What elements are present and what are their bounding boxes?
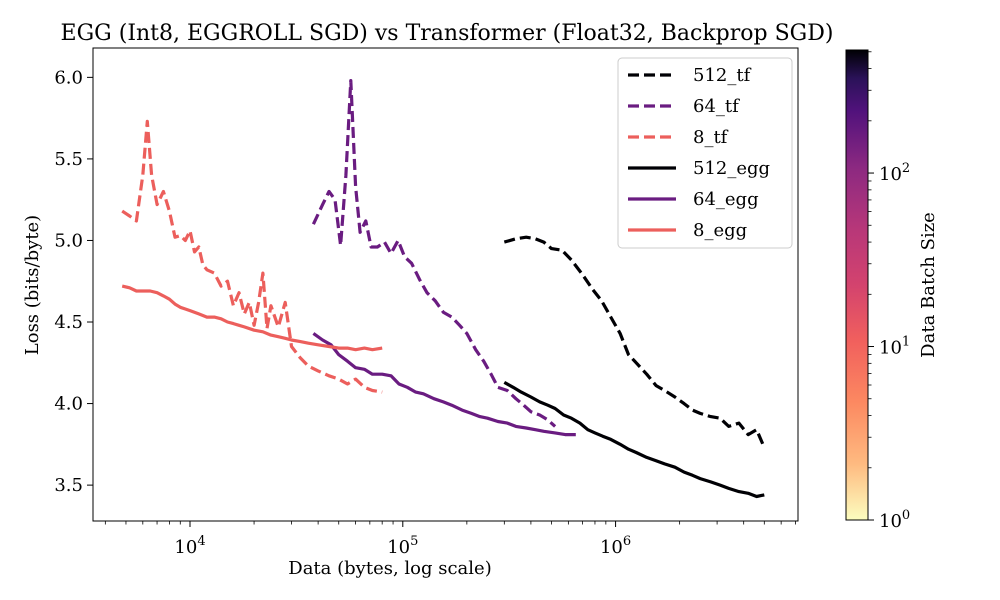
series-line-64_tf [311, 78, 557, 428]
legend-label-8_tf: 8_tf [693, 127, 729, 148]
x-tick-label: 104 [174, 534, 205, 558]
colorbar-ticks: 100 101 102 [868, 51, 910, 532]
y-tick-label: 3.5 [54, 475, 83, 496]
colorbar-gradient [845, 49, 869, 521]
colorbar: 100 101 102 Data Batch Size [845, 49, 939, 532]
x-axis-ticks: 104 105 106 [104, 521, 796, 558]
y-tick-label: 6.0 [54, 67, 83, 88]
colorbar-tick-label: 101 [879, 335, 910, 359]
colorbar-label: Data Batch Size [918, 212, 939, 358]
chart-title: EGG (Int8, EGGROLL SGD) vs Transformer (… [61, 21, 834, 46]
x-tick-label: 105 [387, 534, 418, 558]
series-layer [121, 78, 766, 499]
legend-label-64_egg: 64_egg [693, 189, 759, 210]
legend: 512_tf 64_tf 8_tf 512_egg 64_egg 8_egg [617, 57, 793, 249]
legend-label-512_egg: 512_egg [693, 158, 770, 179]
y-axis-ticks: 3.5 4.0 4.5 5.0 5.5 6.0 [54, 67, 93, 496]
series-line-512_tf [503, 235, 766, 449]
plot-frame [92, 47, 799, 522]
y-tick-label: 5.0 [54, 230, 83, 251]
series-line-8_egg [121, 284, 383, 352]
plot-area: 104 105 106 3.5 4.0 4.5 5.0 5.5 6.0 [54, 47, 799, 558]
legend-label-512_tf: 512_tf [693, 65, 752, 86]
series-line-512_egg [503, 381, 765, 499]
series-line-8_tf [121, 119, 383, 394]
y-axis-label: Loss (bits/byte) [22, 215, 43, 355]
legend-label-8_egg: 8_egg [693, 220, 747, 241]
series-line-64_egg [312, 332, 576, 437]
y-tick-label: 5.5 [54, 149, 83, 170]
legend-label-64_tf: 64_tf [693, 96, 740, 117]
x-tick-label: 106 [600, 534, 631, 558]
y-tick-label: 4.0 [54, 394, 83, 415]
colorbar-tick-label: 102 [879, 161, 910, 185]
colorbar-tick-label: 100 [879, 508, 910, 532]
y-tick-label: 4.5 [54, 312, 83, 333]
x-axis-label: Data (bytes, log scale) [288, 558, 491, 579]
